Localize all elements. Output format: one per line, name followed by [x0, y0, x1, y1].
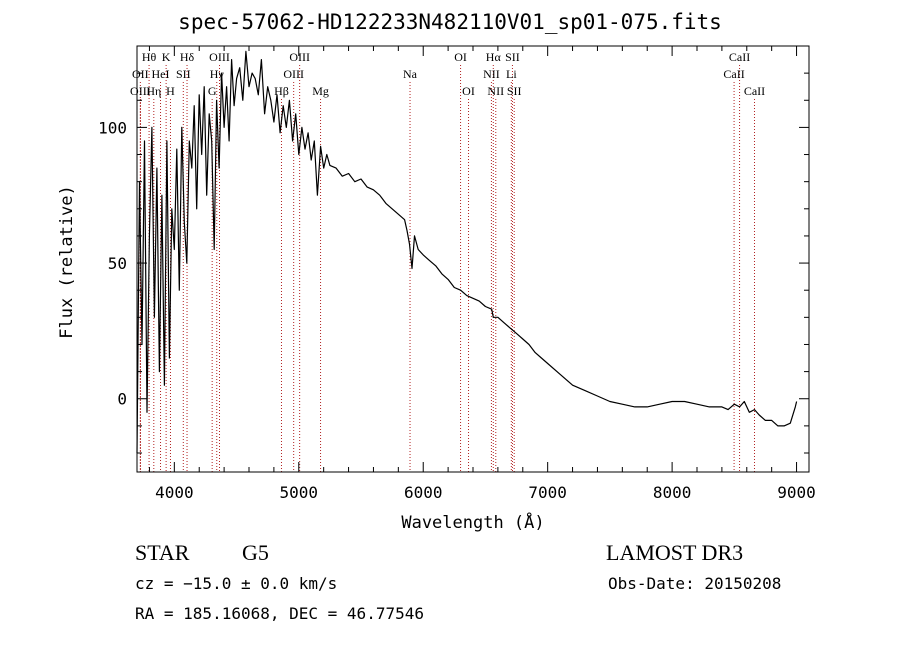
- line-label: Mg: [312, 84, 329, 98]
- line-label: K: [162, 50, 171, 64]
- line-label: Hα: [486, 50, 502, 64]
- line-label: SII: [505, 50, 520, 64]
- line-label: CaII: [729, 50, 750, 64]
- spectral-subclass: G5: [242, 540, 269, 565]
- line-label: Hγ: [210, 67, 225, 81]
- line-label: OII: [132, 67, 149, 81]
- x-tick-label: 9000: [777, 483, 816, 502]
- redshift-cz: cz = −15.0 ± 0.0 km/s: [135, 574, 338, 593]
- y-tick-label: 100: [98, 118, 127, 137]
- line-label: Na: [403, 67, 418, 81]
- line-label: H: [166, 84, 175, 98]
- line-label: Hβ: [274, 84, 289, 98]
- y-tick-label: 50: [108, 254, 127, 273]
- line-label: NII: [483, 67, 500, 81]
- line-label: CaII: [744, 84, 765, 98]
- line-label: NII: [487, 84, 504, 98]
- x-axis-label: Wavelength (Å): [401, 511, 544, 533]
- x-tick-label: 8000: [653, 483, 692, 502]
- coordinates: RA = 185.16068, DEC = 46.77546: [135, 604, 424, 623]
- x-tick-label: 7000: [528, 483, 567, 502]
- axis-ticks: 4000 5000 6000 7000 8000 9000 0 50 100: [98, 46, 816, 502]
- y-axis-label: Flux (relative): [57, 185, 77, 339]
- observation-date: Obs-Date: 20150208: [608, 574, 782, 593]
- line-label: Hη: [146, 84, 161, 98]
- y-tick-label: 0: [117, 390, 127, 409]
- x-tick-label: 5000: [280, 483, 319, 502]
- page-title: spec-57062-HD122233N482110V01_sp01-075.f…: [178, 10, 722, 34]
- line-label: CaII: [723, 67, 744, 81]
- line-label: OIII: [283, 67, 304, 81]
- line-label: OIII: [130, 84, 151, 98]
- line-label: Li: [506, 67, 517, 81]
- line-label: SII: [176, 67, 191, 81]
- emission-line-markers: [139, 65, 755, 472]
- x-tick-label: 4000: [155, 483, 194, 502]
- line-label: SII: [507, 84, 522, 98]
- line-label: OIII: [209, 50, 230, 64]
- survey-name: LAMOST DR3: [606, 540, 744, 565]
- spectrum-series-line: [136, 50, 798, 454]
- line-label: Hδ: [180, 50, 195, 64]
- object-type: STAR: [135, 540, 190, 565]
- x-tick-label: 6000: [404, 483, 443, 502]
- plot-frame: [136, 45, 810, 473]
- line-label: OI: [454, 50, 467, 64]
- line-label: HeI: [152, 67, 170, 81]
- line-label: OIII: [289, 50, 310, 64]
- line-label: G: [208, 84, 217, 98]
- line-label: Hθ: [142, 50, 157, 64]
- line-label: OI: [462, 84, 475, 98]
